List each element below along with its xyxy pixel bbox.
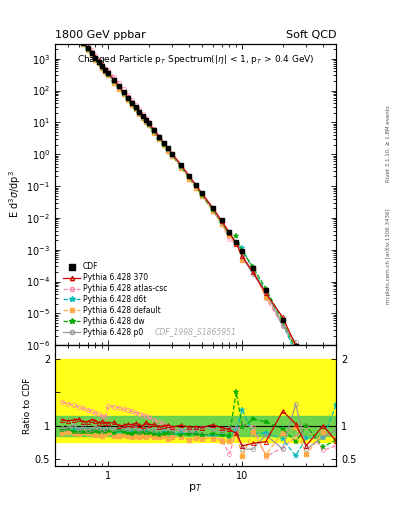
Text: Rivet 3.1.10, ≥ 1.8M events: Rivet 3.1.10, ≥ 1.8M events [386,105,391,182]
X-axis label: p$_T$: p$_T$ [188,482,203,494]
Text: mcplots.cern.ch [arXiv:1306.3436]: mcplots.cern.ch [arXiv:1306.3436] [386,208,391,304]
Text: CDF_1998_S1865951: CDF_1998_S1865951 [154,327,237,336]
Text: Soft QCD: Soft QCD [286,30,336,40]
Y-axis label: E d$^3\sigma$/dp$^3$: E d$^3\sigma$/dp$^3$ [7,170,23,218]
Legend: CDF, Pythia 6.428 370, Pythia 6.428 atlas-csc, Pythia 6.428 d6t, Pythia 6.428 de: CDF, Pythia 6.428 370, Pythia 6.428 atla… [62,261,169,338]
Y-axis label: Ratio to CDF: Ratio to CDF [23,377,32,434]
Text: 1800 GeV ppbar: 1800 GeV ppbar [55,30,146,40]
Text: Charged Particle p$_T$ Spectrum(|$\eta$| < 1, p$_T$ > 0.4 GeV): Charged Particle p$_T$ Spectrum(|$\eta$|… [77,53,314,66]
